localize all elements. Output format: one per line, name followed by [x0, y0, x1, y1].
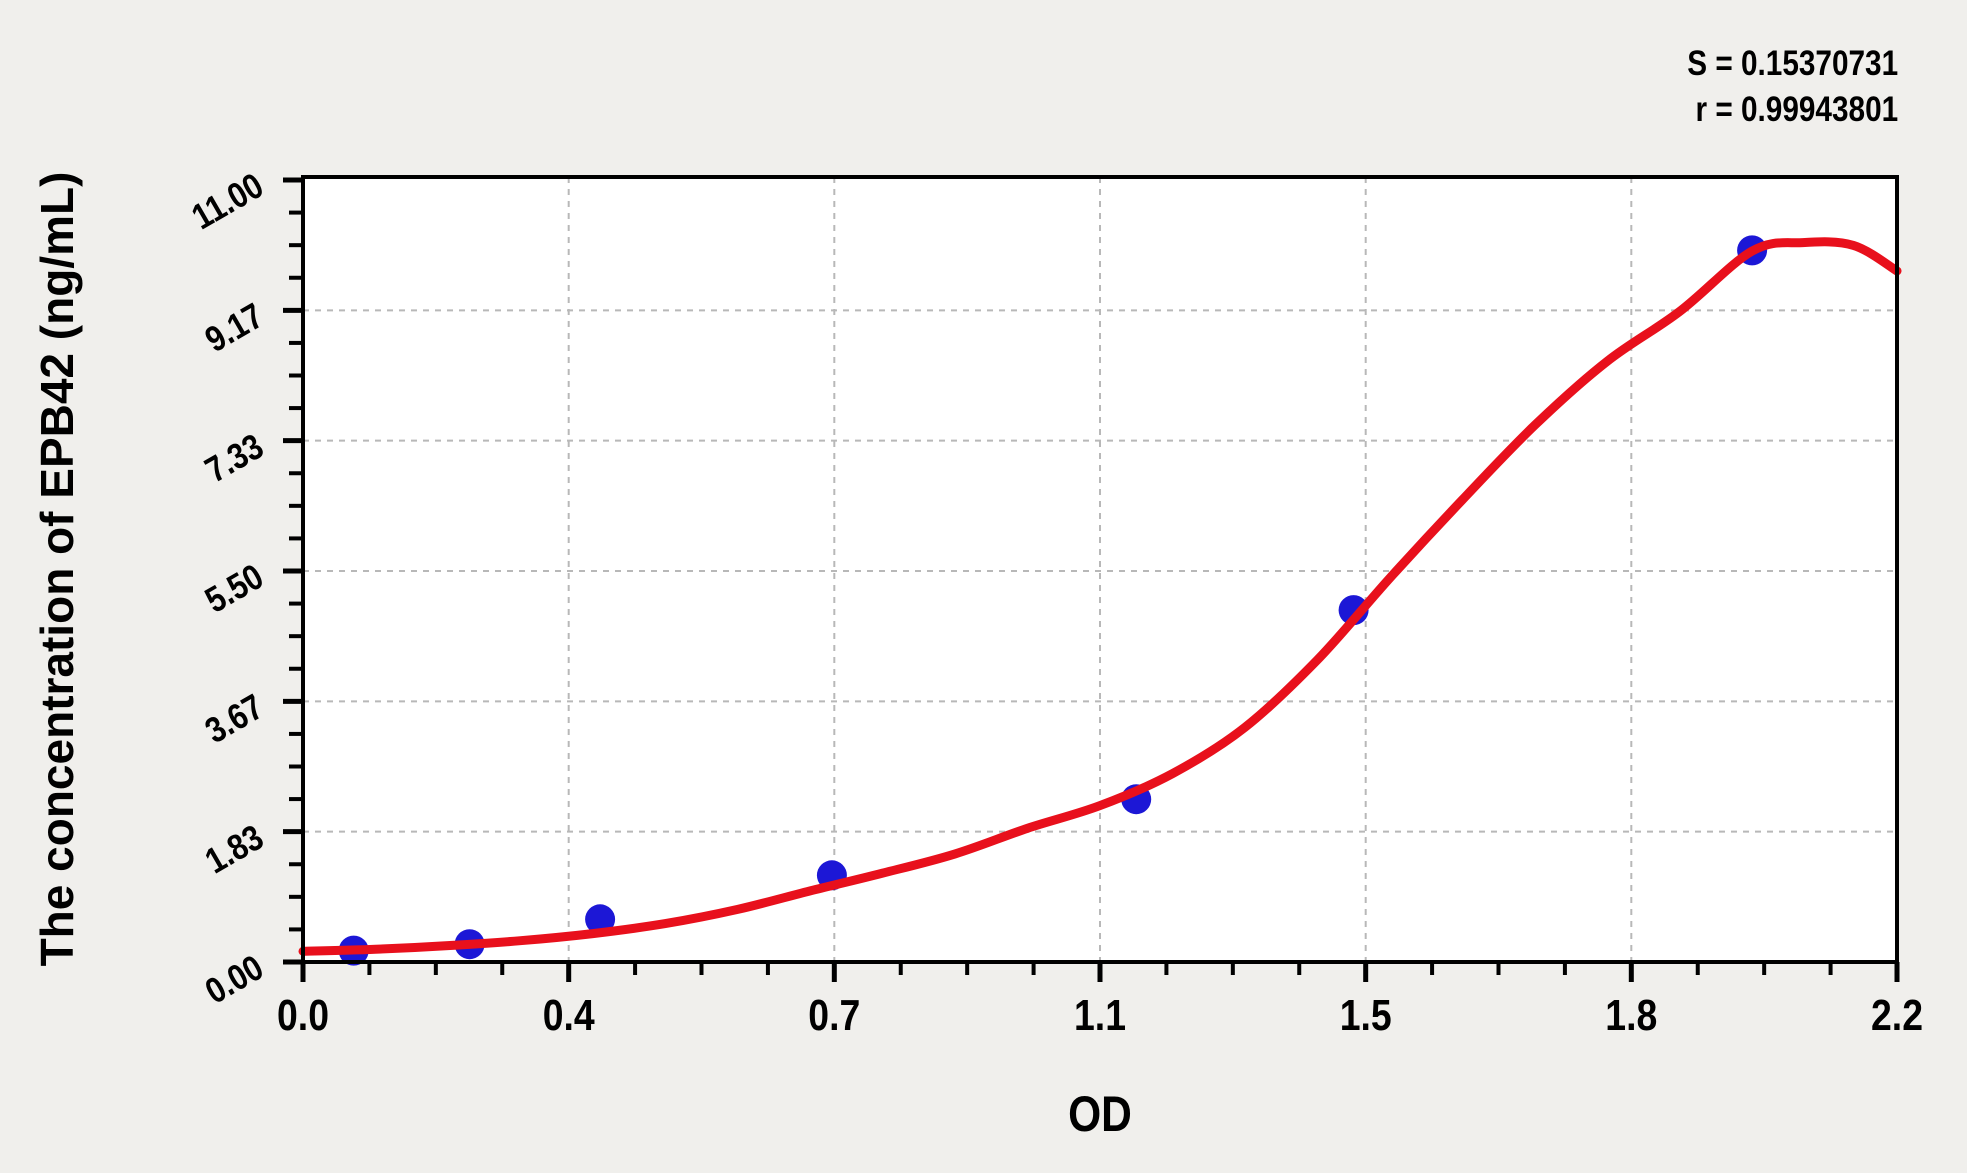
stats-r-value: r = 0.99943801	[1695, 90, 1898, 129]
y-tick-label: 7.33	[199, 427, 270, 491]
x-tick-label: 1.5	[1340, 990, 1392, 1040]
x-tick-label: 2.2	[1871, 990, 1923, 1040]
x-tick-label: 0.7	[808, 990, 860, 1040]
y-tick-label: 3.67	[199, 687, 270, 751]
x-tick-label: 0.0	[277, 990, 329, 1040]
y-axis-title: The concentration of EPB42 (ng/mL)	[31, 171, 83, 967]
y-tick-label: 0.00	[199, 948, 270, 1012]
x-axis-title: OD	[1068, 1086, 1132, 1142]
y-tick-label: 9.17	[199, 296, 270, 360]
plot-area	[303, 177, 1897, 962]
fit-statistics: S = 0.15370731 r = 0.99943801	[1687, 41, 1898, 133]
y-tick-label: 1.83	[199, 818, 270, 882]
x-tick-label: 1.8	[1605, 990, 1657, 1040]
x-tick-label: 0.4	[543, 990, 595, 1040]
x-tick-label: 1.1	[1074, 990, 1126, 1040]
stats-s-value: S = 0.15370731	[1687, 44, 1898, 83]
data-point	[585, 904, 616, 935]
fit-curve	[298, 237, 1902, 956]
y-tick-label: 5.50	[199, 557, 270, 621]
y-tick-label: 11.00	[186, 166, 271, 238]
